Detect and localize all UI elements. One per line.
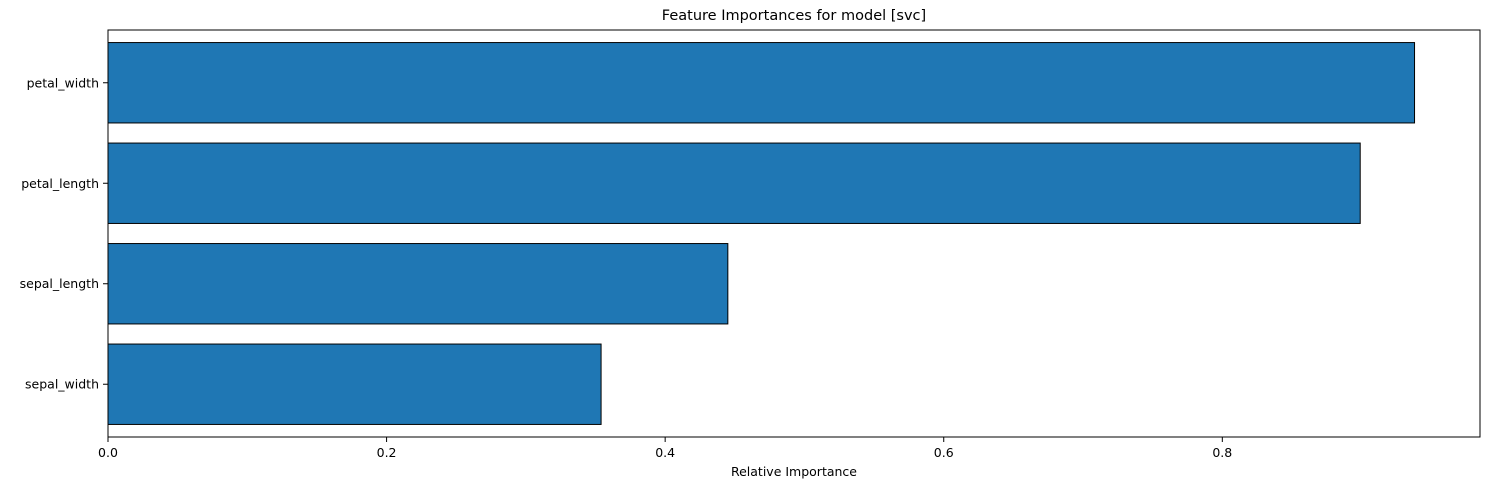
x-tick-label: 0.6 [934, 445, 954, 460]
y-axis-ticks: petal_width petal_length sepal_lengthsepal… [20, 75, 108, 392]
chart-title: Feature Importances for model [svc] [662, 8, 926, 24]
x-axis-ticks: 0.0 0.2 0.4 0.6 0.8 [98, 437, 1232, 460]
y-tick-label: petal_width [27, 75, 99, 90]
x-tick-label: 0.8 [1212, 445, 1232, 460]
bar-group [107, 42, 1416, 425]
y-tick-label: sepal_width [25, 377, 99, 392]
x-tick-label: 0.2 [377, 445, 397, 460]
y-tick-label: petal_length [21, 176, 99, 191]
bar-sepal-length [107, 243, 729, 325]
x-tick-label: 0.4 [655, 445, 675, 460]
bar-petal-length [107, 142, 1361, 224]
x-axis-label: Relative Importance [731, 464, 857, 479]
bar-petal-width [107, 42, 1416, 124]
y-tick-label: sepal_length [20, 276, 99, 291]
plot-area-frame [107, 29, 1481, 438]
bar-sepal-width [107, 343, 602, 425]
x-tick-label: 0.0 [98, 445, 118, 460]
